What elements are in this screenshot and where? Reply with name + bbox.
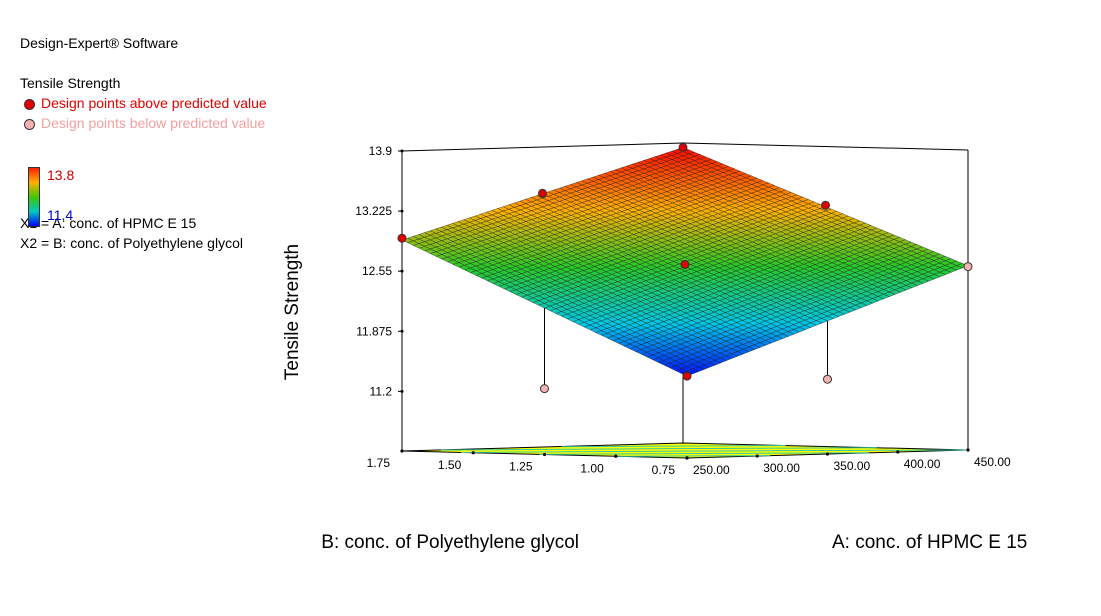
axis-labels: 11.2 11.875 12.55 13.225 13.9 250.00 300.00 350… [282,144,1027,553]
x-axis-label: A: conc. of HPMC E 15 [832,532,1027,553]
design-point-above [821,200,830,210]
factor-x1: X1 = A: conc. of HPMC E 15 [20,215,197,231]
z-tick-dot [400,389,404,393]
software-title: Design-Expert® Software [20,35,179,51]
dot-below-icon [24,118,35,130]
design-point-below [540,384,549,394]
design-point-above [680,259,690,269]
z-axis-label: Tensile Strength [282,244,303,380]
legend-panel: Design-Expert® Software Tensile Strength… [20,33,267,253]
box-top-right [682,142,969,151]
legend-below: Design points below predicted value [20,113,267,133]
design-points [397,142,973,394]
contour-line [539,452,870,455]
z-tick-dot [400,149,404,153]
design-point-above [682,371,692,381]
x-tick-label: 400.00 [904,457,941,471]
dot-above-icon [24,98,35,110]
factor-x2: X2 = B: conc. of Polyethylene glycol [20,235,243,251]
x-tick-dot [896,450,900,454]
y-tick-label: 1.50 [438,458,462,472]
contour-line [618,455,771,457]
legend-below-label: Design points below predicted value [41,115,266,131]
y-axis-label: B: conc. of Polyethylene glycol [321,532,579,553]
box-top-left [401,142,684,152]
z-tick-label: 13.9 [369,144,393,158]
z-tick-dot [400,329,404,333]
y-tick-dot [542,452,547,457]
contour-line [561,445,786,448]
z-tick-label: 13.225 [355,204,392,218]
x-tick-dot [755,454,759,458]
response-surface [401,147,969,377]
contour-line [440,447,877,451]
y-tick-dot [471,451,475,455]
x-tick-label: 250.00 [693,463,730,477]
design-point-below [963,262,973,272]
y-tick-dot [400,449,404,453]
design-point-below [823,374,832,384]
z-tick-label: 11.875 [356,324,392,338]
x-tick-label: 300.00 [763,461,800,475]
response-title: Tensile Strength [20,75,121,91]
y-tick-dot [614,454,618,458]
y-tick-label: 1.00 [580,461,604,475]
z-tick-dot [400,269,404,273]
stems-front [544,308,828,389]
z-tick-dot [400,209,404,213]
contour-floor [401,442,969,459]
z-tick-label: 11.2 [370,384,393,398]
contour-line [460,449,969,453]
y-tick-label: 1.75 [367,456,391,470]
legend-above-label: Design points above predicted value [41,95,267,111]
design-point-above [678,142,688,152]
design-point-above [397,233,407,243]
color-scale-bar [28,167,40,227]
y-tick-dot [685,456,689,460]
color-scale-min: 11.4 [47,207,74,223]
legend-above: Design points above predicted value [20,93,267,113]
y-tick-label: 1.25 [509,460,533,474]
z-tick-label: 12.55 [362,264,392,278]
x-tick-label: 450.00 [974,455,1011,469]
x-tick-dot [966,448,970,452]
y-tick-label: 0.75 [652,463,676,477]
x-tick-label: 350.00 [834,459,871,473]
color-scale-max: 13.8 [47,167,75,183]
x-tick-dot [825,452,830,456]
plot-box [401,142,969,451]
design-point-above [538,188,547,198]
